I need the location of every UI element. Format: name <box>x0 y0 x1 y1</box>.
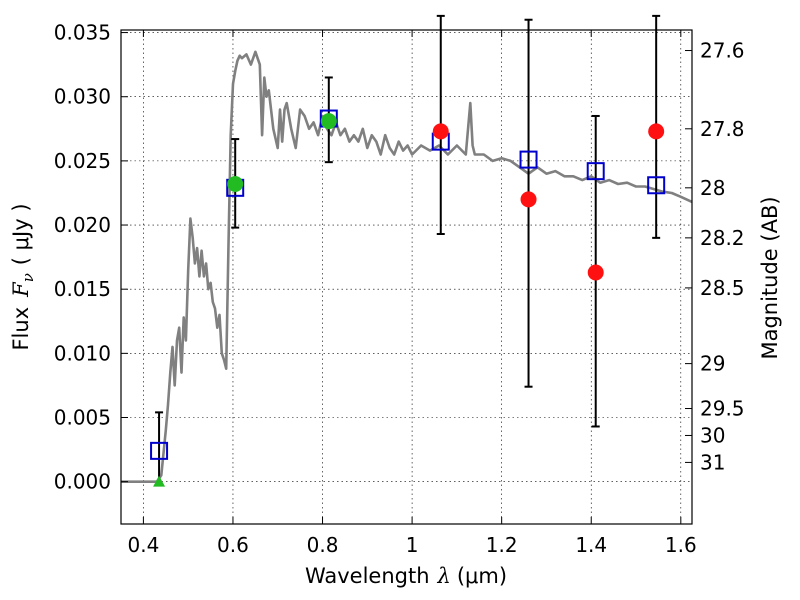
model-point-marker <box>586 162 605 181</box>
x-axis-label-symbol: λ <box>437 564 451 588</box>
y-tick-label: 0.025 <box>54 149 111 173</box>
x-tick-label: 1.2 <box>486 533 518 557</box>
y2-tick-label: 28.5 <box>700 276 745 300</box>
grid <box>121 30 692 524</box>
observed-faint-point-marker <box>432 123 449 140</box>
observed-point-marker <box>320 113 337 130</box>
y-axis-label-subscript: ν <box>19 273 37 282</box>
x-tick-label: 1 <box>406 533 419 557</box>
x-tick-label: 1.4 <box>575 533 607 557</box>
y2-tick-label: 28 <box>700 176 725 200</box>
axes-frame <box>120 29 693 525</box>
x-axis-label-text: Wavelength <box>305 564 430 588</box>
x-tick-label: 0.6 <box>217 533 249 557</box>
y-axis-label: Flux Fν ( μJy ) <box>9 203 37 350</box>
y2-tick-label: 29.5 <box>700 397 745 421</box>
y2-axis-label: Magnitude (AB) <box>758 196 782 359</box>
y-tick-label: 0.015 <box>54 277 111 301</box>
y2-tick-label: 29 <box>700 352 725 376</box>
y-tick-label: 0.030 <box>54 85 111 109</box>
observed-point-marker <box>227 175 244 192</box>
plot-area <box>121 14 693 487</box>
x-axis-label: Wavelength λ (μm) <box>305 564 507 588</box>
y-tick-label: 0.000 <box>54 470 111 494</box>
y-tick-label: 0.020 <box>54 213 111 237</box>
observed-faint-point-marker <box>648 123 665 140</box>
y2-tick-label: 31 <box>700 450 725 474</box>
y2-tick-label: 27.8 <box>700 117 745 141</box>
y-axis-label-text: Flux <box>9 307 33 351</box>
y2-tick-label: 28.2 <box>700 226 745 250</box>
ticks: 0.4 0.6 0.8 1 1.2 1.4 1.6 0.000 0.005 0.010 0.015 0… <box>54 21 745 557</box>
y2-tick-label: 27.6 <box>700 39 745 63</box>
y-tick-label: 0.010 <box>54 341 111 365</box>
upper-limit-marker <box>153 475 166 487</box>
model-point-marker <box>519 150 538 169</box>
model-point-marker <box>647 176 666 195</box>
x-tick-label: 0.4 <box>127 533 159 557</box>
y-tick-label: 0.035 <box>54 21 111 45</box>
x-tick-label: 1.6 <box>665 533 697 557</box>
y-axis-label-unit: ( μJy ) <box>9 203 33 265</box>
model-point-marker <box>150 441 169 460</box>
observed-faint-point-marker <box>520 191 537 208</box>
x-tick-label: 0.8 <box>307 533 339 557</box>
y-axis-label-symbol: F <box>9 281 33 298</box>
x-axis-label-unit: (μm) <box>457 564 507 588</box>
observed-faint-point-marker <box>587 264 604 281</box>
y-tick-label: 0.005 <box>54 406 111 430</box>
y2-tick-label: 30 <box>700 423 725 447</box>
